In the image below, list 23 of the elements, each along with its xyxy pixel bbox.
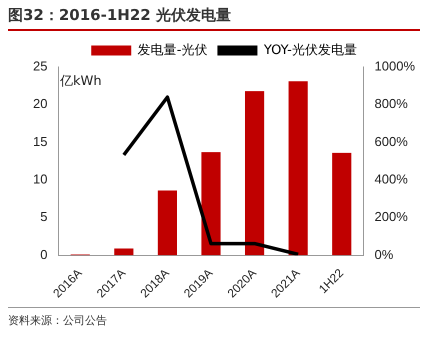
chart-title: 图32：2016-1H22 光伏发电量 (8, 6, 231, 25)
text: 资料来源：公司公告 (8, 313, 107, 328)
y2-tick-label: 400% (374, 172, 408, 187)
y2-tick-label: 1000% (374, 58, 416, 74)
y-tick-label: 5 (40, 209, 48, 224)
y-tick-label: 0 (40, 246, 48, 262)
y-tick-label: 10 (32, 172, 48, 187)
y-tick-label: 20 (32, 96, 48, 112)
y2-tick-label: 200% (374, 209, 408, 224)
bar (288, 81, 308, 256)
y-axis-title: 亿kWh (60, 73, 102, 90)
legend-label: 发电量-光伏 (138, 42, 208, 58)
y2-tick-label: 0% (374, 246, 394, 262)
bar (332, 152, 352, 256)
y2-tick-label: 800% (374, 96, 408, 112)
y-tick-label: 25 (32, 58, 48, 74)
bar (201, 152, 221, 256)
bar (158, 190, 177, 256)
y2-tick-label: 600% (374, 134, 408, 149)
legend-label: YOY-光伏发电量 (262, 42, 357, 58)
y-tick-label: 15 (32, 134, 48, 149)
bar (114, 248, 134, 256)
bar (244, 91, 264, 256)
